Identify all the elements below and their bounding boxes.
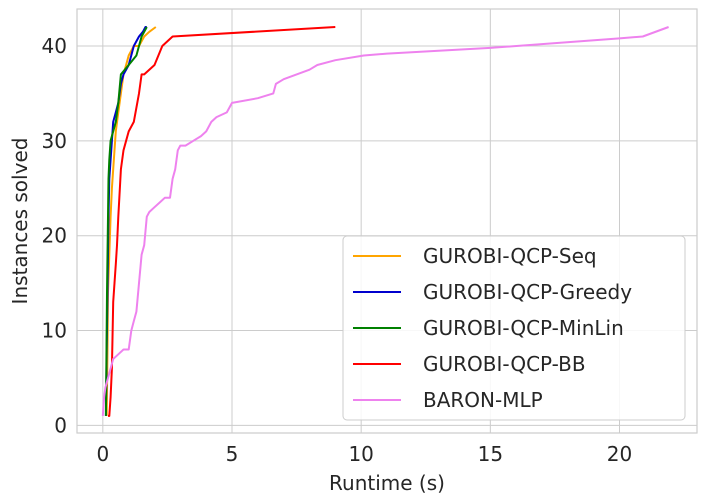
series-lines xyxy=(101,26,669,417)
legend-item: GUROBI-QCP-Seq xyxy=(353,244,597,268)
legend-label: GUROBI-QCP-BB xyxy=(423,352,586,376)
series-line-4 xyxy=(108,26,336,417)
y-tick-label: 30 xyxy=(42,129,67,153)
grid xyxy=(77,9,697,433)
y-tick-label: 40 xyxy=(42,34,67,58)
legend-label: GUROBI-QCP-Seq xyxy=(423,244,597,268)
x-tick-label: 0 xyxy=(96,442,109,466)
legend-label: BARON-MLP xyxy=(423,388,543,412)
legend-item: GUROBI-QCP-BB xyxy=(353,352,586,376)
legend-item: GUROBI-QCP-Greedy xyxy=(353,280,632,304)
y-tick-label: 0 xyxy=(54,413,67,437)
x-tick-label: 5 xyxy=(226,442,239,466)
legend: GUROBI-QCP-Seq GUROBI-QCP-Greedy GUROBI-QC… xyxy=(342,235,686,421)
legend-item: GUROBI-QCP-MinLin xyxy=(353,316,624,340)
x-axis-label: Runtime (s) xyxy=(329,471,445,495)
series-line-3 xyxy=(104,26,148,416)
x-tick-label: 20 xyxy=(607,442,632,466)
legend-label: GUROBI-QCP-Greedy xyxy=(423,280,632,304)
x-tick-label: 10 xyxy=(348,442,373,466)
y-tick-label: 20 xyxy=(42,224,67,248)
tick-labels: 0 5 10 15 20 0 10 20 30 40 xyxy=(42,34,633,466)
series-line-5 xyxy=(101,26,669,416)
x-tick-label: 15 xyxy=(478,442,503,466)
legend-box xyxy=(342,235,686,421)
legend-item: BARON-MLP xyxy=(353,388,543,412)
y-tick-label: 10 xyxy=(42,319,67,343)
y-axis-label: Instances solved xyxy=(8,138,32,305)
legend-label: GUROBI-QCP-MinLin xyxy=(423,316,624,340)
plot-area xyxy=(76,8,698,434)
